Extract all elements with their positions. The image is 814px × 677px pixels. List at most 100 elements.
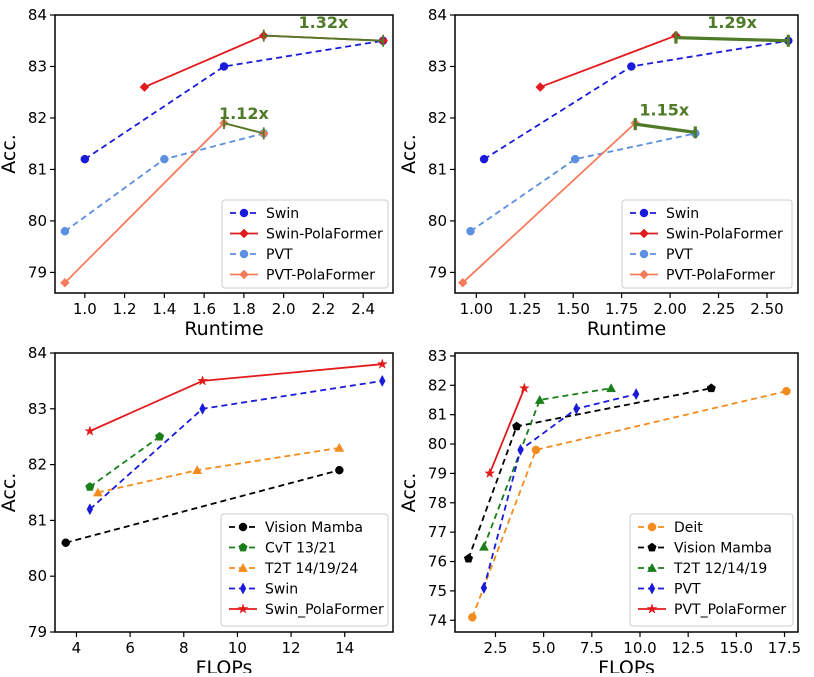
data-point-pvt [517,443,524,456]
legend: Vision Mamba CvT 13/21 T2T 14/19/24 Swin Swi… [220,513,389,627]
y-tick-label: 81 [428,406,447,424]
x-tick-label: 1.25 [508,300,541,318]
series-swin [479,36,793,164]
data-point-pvt [480,581,488,594]
legend-box [629,513,794,627]
speedup-label: 1.29x [707,13,757,32]
legend-marker-t2t-14-19-24 [238,562,248,572]
x-tick-label: 2.4 [351,300,375,318]
data-point-cvt-13-21 [85,482,95,491]
x-tick-label: 1.2 [113,300,137,318]
series-line-swin-polaformer [539,34,677,88]
data-point-deit [782,386,791,396]
data-point-pvt-polaformer [518,382,530,393]
x-tick-label: 1.4 [152,300,176,318]
legend-label-t2t-12-14-19: T2T 12/14/19 [673,561,767,577]
data-point-swin [627,62,636,71]
legend-marker-swin-polaformer [239,228,249,239]
data-point-t2t-12-14-19 [534,394,545,404]
y-tick-label: 82 [28,456,47,474]
data-point-swin-polaformer [535,82,546,92]
series-line-swin-polaformer [144,34,384,88]
x-tick-label: 1.00 [460,300,493,318]
legend-label-pvt: PVT [674,582,701,598]
data-point-vision-mamba [706,383,716,393]
y-tick-label: 76 [428,553,447,571]
series-t2t-14-19-24 [92,442,345,497]
speedup-annotation: 1.15x [633,100,697,139]
data-point-t2t-14-19-24 [192,465,203,475]
legend: Swin Swin-PolaFormer PVT PVT-PolaFormer [621,199,793,289]
series-line-swin [84,39,384,160]
series-line-vision-mamba [65,469,340,544]
y-tick-label: 79 [428,263,447,281]
legend-marker-swin [639,208,649,218]
speedup-bracket-line [635,122,696,134]
legend: Deit Vision Mamba T2T 12/14/19 PVT PVT_PolaF… [629,513,794,627]
x-tick-label: 15.0 [720,639,753,657]
data-point-swin [80,154,90,164]
x-tick-label: 12 [282,639,301,657]
speedup-label: 1.12x [219,104,269,123]
legend-marker-pvt-polaformer [646,603,658,614]
data-point-swin [479,154,489,164]
y-tick-label: 80 [28,212,47,230]
series-line-pvt [483,393,637,589]
data-point-t2t-12-14-19 [478,541,489,551]
legend-box [221,199,389,289]
data-point-swin [199,402,206,415]
legend: Swin Swin-PolaFormer PVT PVT-PolaFormer [221,199,389,289]
series-swin-polaformer [84,358,388,436]
speedup-bracket-line [675,36,789,43]
data-point-pvt [60,226,70,236]
y-tick-label: 78 [428,494,447,512]
legend-label-swin: Swin [266,206,299,222]
data-point-swin [379,374,386,387]
y-tick-label: 79 [28,263,47,281]
legend-label-pvt-polaformer: PVT_PolaFormer [674,602,786,618]
legend-label-swin: Swin [666,206,699,222]
y-tick-label: 80 [428,435,447,453]
x-axis-label: Runtime [184,318,263,340]
legend-marker-pvt [639,249,649,259]
legend-marker-vision-mamba [238,522,248,532]
y-tick-label: 82 [428,109,447,127]
data-point-vision-mamba [512,421,522,431]
speedup-bracket-line [223,122,264,135]
series-pvt-polaformer [484,382,530,479]
x-axis-label: FLOPs [196,657,253,673]
y-tick-label: 84 [28,344,47,362]
data-point-vision-mamba [335,465,344,475]
y-tick-label: 79 [428,464,447,482]
data-point-cvt-13-21 [155,431,165,441]
series-vision-mamba [61,465,344,547]
legend-marker-swin [239,582,247,595]
plot-frame [454,14,799,294]
legend-marker-vision-mamba [647,542,657,552]
plot-frame [454,352,799,633]
legend-label-swin-polaformer: Swin_PolaFormer [265,602,384,618]
chart-panel-1: 1.0 1.2 1.4 1.6 1.8 2.0 2.2 2.4 79 80 81 82 83 84 Runt… [0,6,394,340]
data-point-vision-mamba [61,538,70,547]
y-tick-label: 83 [28,400,47,418]
series-line-pvt [469,132,696,232]
data-point-pvt-polaformer [60,277,70,288]
x-tick-label: 2.50 [750,300,783,318]
legend-label-swin-polaformer: Swin-PolaFormer [266,227,383,243]
legend-marker-t2t-12-14-19 [647,562,657,572]
series-line-swin [483,39,789,160]
y-tick-label: 81 [28,511,47,529]
series-line-pvt-polaformer [462,122,636,284]
legend-marker-pvt [648,582,656,595]
legend-marker-swin-polaformer [237,603,249,614]
series-pvt-polaformer [457,118,641,288]
series-pvt [480,388,640,594]
data-point-vision-mamba [463,553,474,563]
y-tick-label: 84 [28,6,47,24]
series-line-swin-polaformer [89,363,383,432]
legend-marker-swin [239,208,249,218]
data-point-swin [86,503,94,516]
x-tick-label: 8 [179,639,189,657]
legend-label-pvt-polaformer: PVT-PolaFormer [266,268,375,284]
x-tick-label: 1.50 [557,300,590,318]
